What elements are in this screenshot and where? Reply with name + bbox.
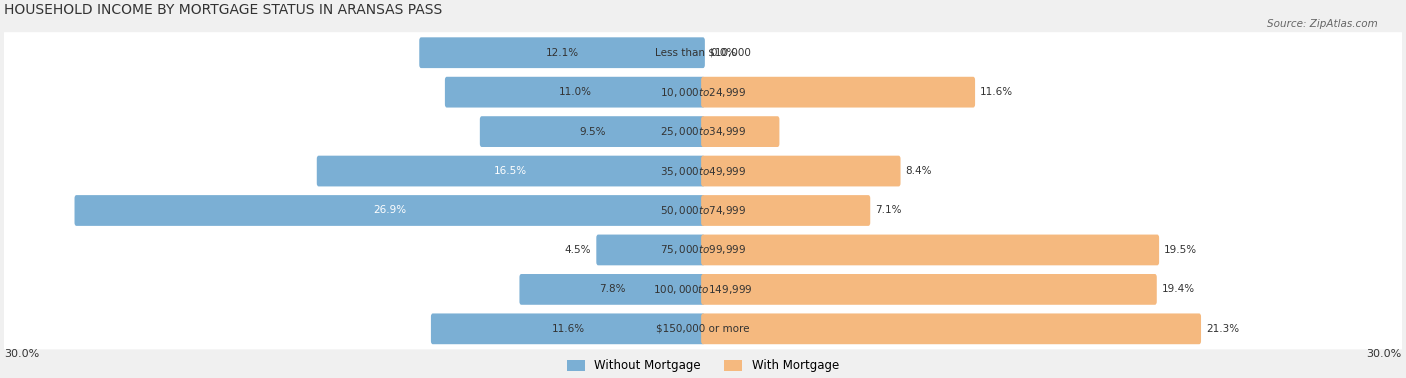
Text: 0.0%: 0.0% [710, 48, 737, 58]
FancyBboxPatch shape [4, 32, 1402, 73]
FancyBboxPatch shape [4, 308, 1402, 349]
Text: 30.0%: 30.0% [4, 350, 39, 359]
Text: 11.0%: 11.0% [558, 87, 592, 97]
Legend: Without Mortgage, With Mortgage: Without Mortgage, With Mortgage [562, 355, 844, 377]
FancyBboxPatch shape [75, 195, 704, 226]
FancyBboxPatch shape [430, 313, 704, 344]
Text: 9.5%: 9.5% [579, 127, 606, 136]
FancyBboxPatch shape [419, 37, 704, 68]
FancyBboxPatch shape [444, 77, 704, 107]
Text: $25,000 to $34,999: $25,000 to $34,999 [659, 125, 747, 138]
Text: 11.6%: 11.6% [551, 324, 585, 334]
FancyBboxPatch shape [702, 274, 1157, 305]
FancyBboxPatch shape [702, 313, 1201, 344]
FancyBboxPatch shape [596, 235, 704, 265]
Text: 11.6%: 11.6% [980, 87, 1014, 97]
Text: 4.5%: 4.5% [565, 245, 591, 255]
FancyBboxPatch shape [316, 156, 704, 186]
Text: $100,000 to $149,999: $100,000 to $149,999 [654, 283, 752, 296]
Text: 19.4%: 19.4% [1161, 284, 1195, 294]
FancyBboxPatch shape [702, 235, 1159, 265]
Text: HOUSEHOLD INCOME BY MORTGAGE STATUS IN ARANSAS PASS: HOUSEHOLD INCOME BY MORTGAGE STATUS IN A… [4, 3, 443, 17]
FancyBboxPatch shape [4, 72, 1402, 113]
FancyBboxPatch shape [4, 150, 1402, 192]
Text: 16.5%: 16.5% [495, 166, 527, 176]
FancyBboxPatch shape [702, 116, 779, 147]
FancyBboxPatch shape [479, 116, 704, 147]
Text: 19.5%: 19.5% [1164, 245, 1198, 255]
Text: 12.1%: 12.1% [546, 48, 579, 58]
Text: 7.8%: 7.8% [599, 284, 626, 294]
FancyBboxPatch shape [4, 269, 1402, 310]
FancyBboxPatch shape [519, 274, 704, 305]
Text: Source: ZipAtlas.com: Source: ZipAtlas.com [1267, 19, 1378, 29]
FancyBboxPatch shape [4, 190, 1402, 231]
Text: 7.1%: 7.1% [876, 206, 901, 215]
Text: $150,000 or more: $150,000 or more [657, 324, 749, 334]
Text: $10,000 to $24,999: $10,000 to $24,999 [659, 86, 747, 99]
Text: 8.4%: 8.4% [905, 166, 932, 176]
Text: 26.9%: 26.9% [373, 206, 406, 215]
FancyBboxPatch shape [702, 195, 870, 226]
Text: $50,000 to $74,999: $50,000 to $74,999 [659, 204, 747, 217]
Text: Less than $10,000: Less than $10,000 [655, 48, 751, 58]
FancyBboxPatch shape [702, 156, 900, 186]
Text: 30.0%: 30.0% [1367, 350, 1402, 359]
Text: 21.3%: 21.3% [1206, 324, 1239, 334]
FancyBboxPatch shape [4, 111, 1402, 152]
FancyBboxPatch shape [4, 229, 1402, 270]
Text: $35,000 to $49,999: $35,000 to $49,999 [659, 164, 747, 178]
Text: $75,000 to $99,999: $75,000 to $99,999 [659, 243, 747, 256]
FancyBboxPatch shape [702, 77, 976, 107]
